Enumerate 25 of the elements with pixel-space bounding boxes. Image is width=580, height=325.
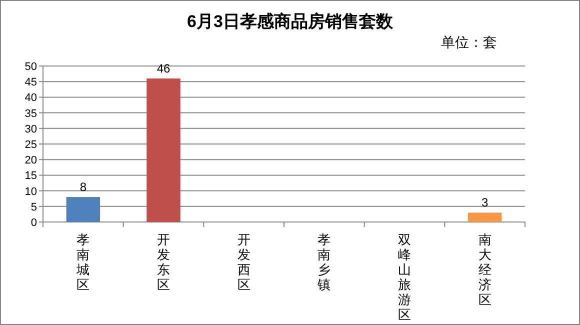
- y-tick-label: 30: [24, 123, 37, 136]
- x-tick-label: 孝南城区: [76, 232, 90, 292]
- x-tick-label: 双峰山旅游区: [398, 232, 411, 322]
- y-tick-label: 10: [24, 186, 37, 198]
- bar: [468, 212, 502, 222]
- data-label: 3: [481, 196, 488, 210]
- x-tick-label: 南大经济区: [478, 232, 492, 307]
- bar: [146, 78, 180, 222]
- text: 单位：套: [441, 34, 497, 50]
- y-tick-label: 25: [24, 139, 37, 151]
- y-tick-label: 5: [30, 201, 37, 214]
- data-label: 46: [156, 61, 170, 76]
- bar: [66, 197, 100, 222]
- chart-title: 6月3日孝感商品房销售套数: [187, 12, 394, 31]
- y-tick-label: 35: [24, 108, 37, 120]
- y-tick-label: 45: [24, 76, 37, 89]
- y-tick-label: 15: [24, 170, 37, 182]
- y-tick-label: 40: [24, 92, 37, 104]
- x-tick-label: 孝南乡镇: [316, 232, 331, 292]
- y-tick-label: 50: [24, 61, 37, 73]
- data-label: 8: [80, 180, 87, 194]
- y-tick-label: 0: [30, 217, 37, 229]
- x-tick-label: 开发东区: [157, 232, 170, 292]
- x-tick-label: 开发西区: [237, 232, 250, 292]
- y-tick-label: 20: [24, 154, 37, 167]
